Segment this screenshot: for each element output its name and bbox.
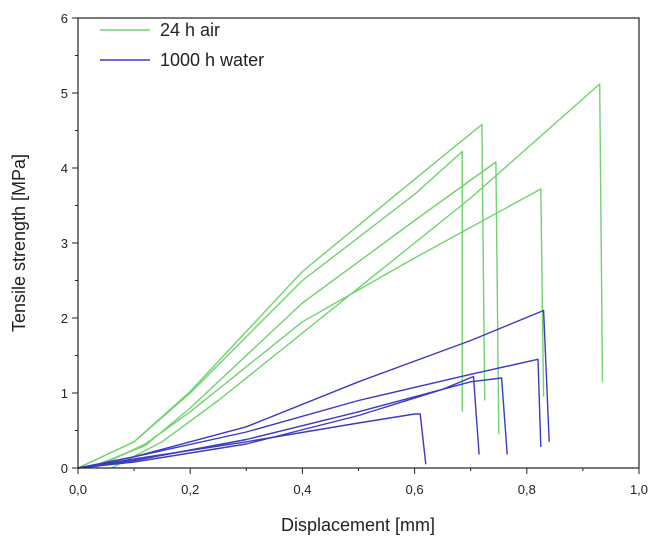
y-tick-label: 3 — [61, 236, 68, 251]
legend-label-air: 24 h air — [160, 20, 220, 40]
y-tick-label: 6 — [61, 11, 68, 26]
plot-curves — [77, 83, 604, 469]
y-tick-label: 0 — [61, 461, 68, 476]
axis-ticks: 0,0 0,2 0,4 0,6 0,8 1,0 0 1 2 3 4 5 6 — [61, 11, 648, 497]
x-tick-label: 0,0 — [69, 482, 87, 497]
x-tick-label: 1,0 — [630, 482, 648, 497]
series-1-curve-2 — [77, 375, 480, 469]
series-0-curve-4 — [111, 83, 604, 469]
x-tick-label: 0,2 — [181, 482, 199, 497]
x-tick-label: 0,4 — [293, 482, 311, 497]
series-1-curve-4 — [77, 309, 550, 469]
y-tick-label: 2 — [61, 311, 68, 326]
legend-label-water: 1000 h water — [160, 50, 264, 70]
x-tick-label: 0,6 — [406, 482, 424, 497]
y-tick-label: 5 — [61, 86, 68, 101]
y-tick-label: 1 — [61, 386, 68, 401]
y-tick-label: 4 — [61, 161, 68, 176]
series-0-curve-0 — [77, 150, 463, 469]
y-axis-label: Tensile strength [MPa] — [9, 154, 29, 332]
legend: 24 h air 1000 h water — [100, 20, 264, 70]
series-1-curve-3 — [77, 358, 542, 469]
x-tick-label: 0,8 — [518, 482, 536, 497]
series-0-curve-3 — [94, 188, 545, 469]
series-0-curve-1 — [77, 123, 486, 469]
x-axis-label: Displacement [mm] — [281, 515, 435, 535]
series-1-curve-0 — [77, 413, 427, 469]
series-0-curve-2 — [88, 161, 500, 469]
series-1-curve-1 — [77, 377, 508, 469]
